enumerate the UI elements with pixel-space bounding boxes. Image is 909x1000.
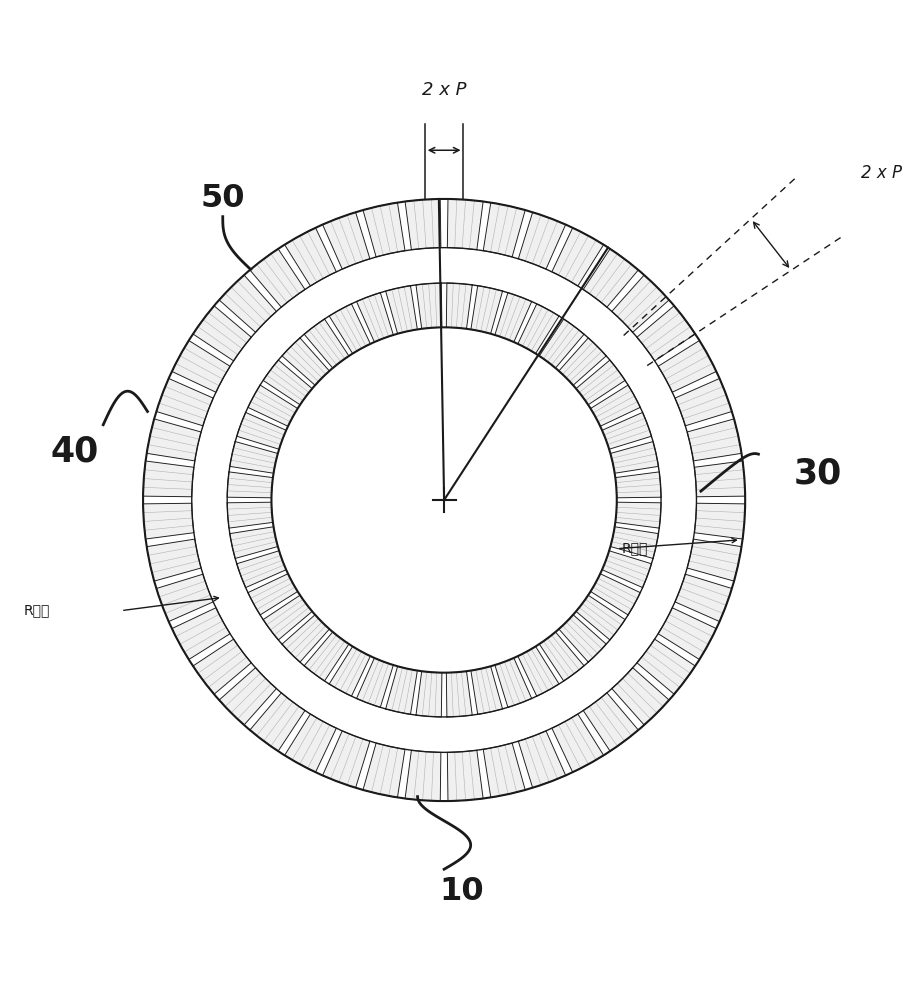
Polygon shape — [263, 595, 312, 640]
Polygon shape — [285, 714, 336, 772]
Polygon shape — [552, 228, 604, 286]
Polygon shape — [675, 574, 732, 622]
Polygon shape — [282, 615, 329, 662]
Polygon shape — [602, 412, 652, 449]
Polygon shape — [305, 319, 349, 368]
Polygon shape — [156, 574, 214, 622]
Polygon shape — [518, 731, 565, 788]
Polygon shape — [471, 286, 503, 334]
Polygon shape — [227, 502, 273, 528]
Polygon shape — [219, 275, 276, 332]
Polygon shape — [356, 658, 394, 707]
Polygon shape — [447, 199, 483, 250]
Polygon shape — [236, 412, 286, 449]
Polygon shape — [236, 551, 286, 588]
Polygon shape — [494, 293, 532, 342]
Text: 50: 50 — [201, 183, 245, 214]
Polygon shape — [172, 341, 230, 392]
Polygon shape — [687, 539, 742, 581]
Polygon shape — [447, 750, 483, 801]
Polygon shape — [363, 203, 405, 257]
Polygon shape — [329, 646, 370, 696]
Polygon shape — [446, 283, 472, 329]
Polygon shape — [230, 527, 278, 558]
Polygon shape — [591, 574, 640, 615]
Polygon shape — [612, 668, 669, 725]
Polygon shape — [484, 743, 525, 797]
Text: 30: 30 — [794, 456, 842, 490]
Polygon shape — [356, 293, 394, 342]
Polygon shape — [539, 319, 584, 368]
Polygon shape — [405, 199, 441, 250]
Polygon shape — [156, 378, 214, 426]
Polygon shape — [193, 639, 251, 694]
Polygon shape — [305, 632, 349, 681]
Polygon shape — [227, 472, 273, 498]
Polygon shape — [559, 338, 606, 385]
Polygon shape — [576, 360, 625, 405]
Polygon shape — [282, 338, 329, 385]
Polygon shape — [584, 249, 638, 307]
Polygon shape — [385, 666, 417, 714]
Polygon shape — [172, 608, 230, 659]
Polygon shape — [230, 442, 278, 473]
Polygon shape — [219, 668, 276, 725]
Polygon shape — [193, 306, 251, 361]
Polygon shape — [285, 228, 336, 286]
Polygon shape — [329, 304, 370, 354]
Text: 2 x P: 2 x P — [862, 164, 903, 182]
Polygon shape — [323, 212, 370, 269]
Polygon shape — [248, 574, 297, 615]
Polygon shape — [250, 249, 305, 307]
Polygon shape — [385, 286, 417, 334]
Polygon shape — [363, 743, 405, 797]
Polygon shape — [146, 539, 201, 581]
Polygon shape — [484, 203, 525, 257]
Polygon shape — [323, 731, 370, 788]
Polygon shape — [263, 360, 312, 405]
Polygon shape — [494, 658, 532, 707]
Polygon shape — [446, 671, 472, 717]
Polygon shape — [694, 461, 745, 497]
Polygon shape — [552, 714, 604, 772]
Polygon shape — [416, 283, 442, 329]
Text: R最小: R最小 — [24, 604, 50, 618]
Polygon shape — [611, 442, 658, 473]
Text: 10: 10 — [440, 876, 484, 907]
Polygon shape — [405, 750, 441, 801]
Text: 40: 40 — [50, 434, 98, 468]
Polygon shape — [602, 551, 652, 588]
Polygon shape — [687, 419, 742, 461]
Polygon shape — [576, 595, 625, 640]
Polygon shape — [637, 639, 695, 694]
Polygon shape — [518, 646, 559, 696]
Polygon shape — [518, 212, 565, 269]
Polygon shape — [591, 385, 640, 426]
Polygon shape — [250, 693, 305, 751]
Polygon shape — [611, 527, 658, 558]
Polygon shape — [539, 632, 584, 681]
Polygon shape — [694, 503, 745, 539]
Polygon shape — [658, 341, 716, 392]
Polygon shape — [518, 304, 559, 354]
Polygon shape — [416, 671, 442, 717]
Text: 2 x P: 2 x P — [422, 81, 466, 99]
Polygon shape — [143, 503, 194, 539]
Polygon shape — [615, 472, 661, 498]
Text: R最大: R最大 — [621, 542, 647, 556]
Polygon shape — [658, 608, 716, 659]
Polygon shape — [675, 378, 732, 426]
Polygon shape — [248, 385, 297, 426]
Polygon shape — [146, 419, 201, 461]
Polygon shape — [471, 666, 503, 714]
Circle shape — [272, 327, 617, 673]
Polygon shape — [612, 275, 669, 332]
Polygon shape — [584, 693, 638, 751]
Polygon shape — [559, 615, 606, 662]
Polygon shape — [143, 461, 194, 497]
Polygon shape — [615, 502, 661, 528]
Polygon shape — [637, 306, 695, 361]
